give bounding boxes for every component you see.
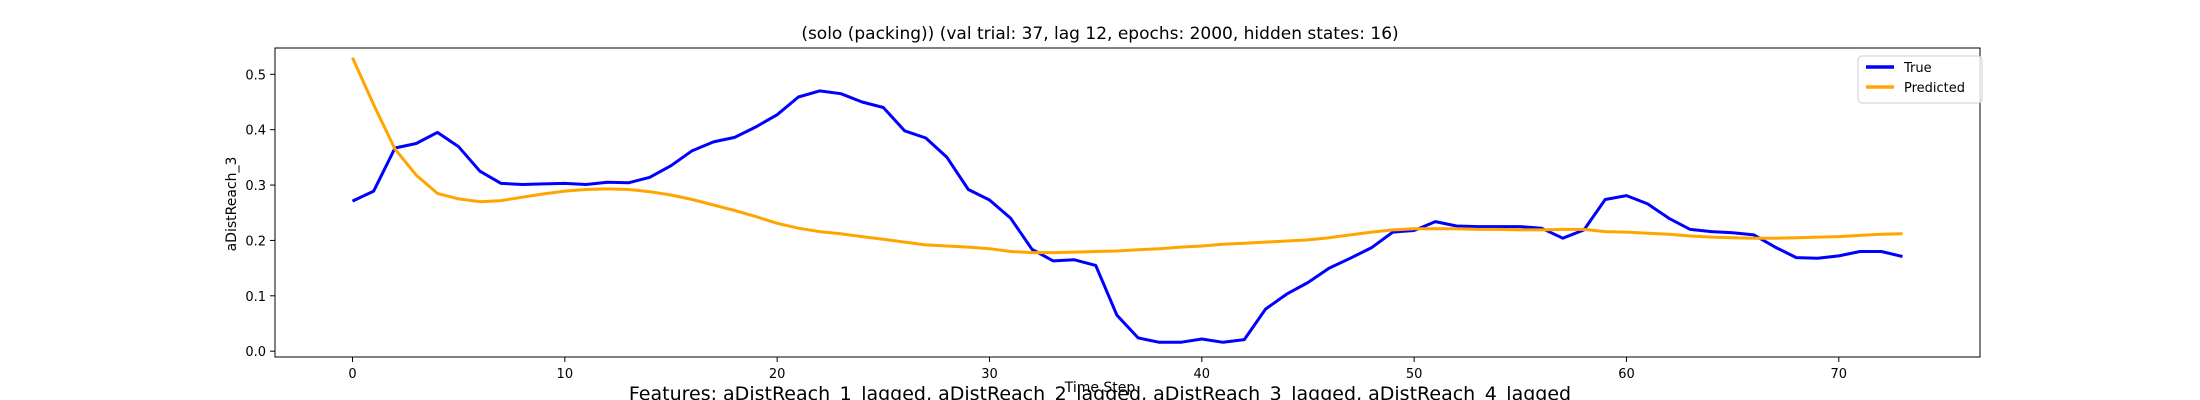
x-tick-label: 20 [769,367,786,382]
legend: True Predicted [1857,55,1983,104]
plot-area: 0 10 20 30 40 50 60 70 0.0 0.1 0.2 0.3 0.4 0.5 [245,47,1981,382]
series-line-true [351,89,1903,344]
y-axis: 0.0 0.1 0.2 0.3 0.4 0.5 [245,68,275,360]
x-tick-label: 0 [348,367,356,382]
x-tick-label: 50 [1406,367,1423,382]
y-tick-label: 0.1 [245,290,266,305]
chart-title: (solo (packing)) (val trial: 37, lag 12,… [801,24,1398,44]
series-layer [351,57,1903,344]
x-tick-label: 40 [1194,367,1211,382]
y-tick-label: 0.0 [245,345,266,360]
y-tick-label: 0.3 [245,179,266,194]
y-tick-label: 0.4 [245,124,266,139]
y-tick-label: 0.2 [245,234,266,249]
x-tick-label: 60 [1618,367,1635,382]
x-tick-label: 30 [981,367,998,382]
y-axis-label: aDistReach_3 [224,157,240,252]
x-axis: 0 10 20 30 40 50 60 70 [348,357,1847,382]
series-line-predicted [351,57,1903,255]
axes-frame [274,47,1981,358]
legend-label-predicted: Predicted [1904,81,1965,96]
x-tick-label: 10 [557,367,574,382]
x-tick-label: 70 [1831,367,1848,382]
features-caption: Features: aDistReach_1_lagged, aDistReac… [629,383,1571,400]
x-axis-label: Time Step [1064,380,1136,396]
legend-label-true: True [1903,61,1932,76]
y-tick-label: 0.5 [245,68,266,83]
